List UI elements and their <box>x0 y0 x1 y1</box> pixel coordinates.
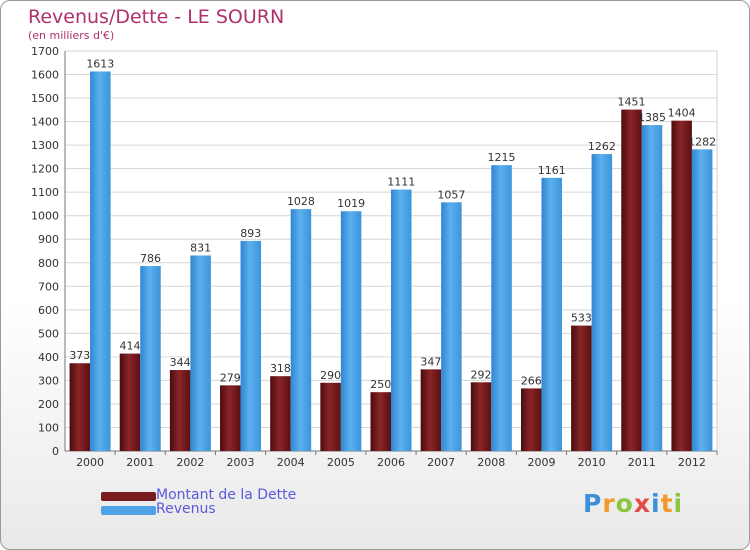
data-label-revenus: 1057 <box>437 188 465 201</box>
logo-letter: P <box>583 489 603 518</box>
data-label-revenus: 1161 <box>538 164 566 177</box>
bar-dette <box>169 370 191 451</box>
bar-revenus <box>541 177 562 451</box>
bar-dette <box>119 353 141 451</box>
y-tick-label: 1000 <box>31 210 59 223</box>
x-tick-label: 2006 <box>377 456 405 469</box>
data-label-dette: 266 <box>521 374 542 387</box>
chart-title: Revenus/Dette - LE SOURN <box>28 6 285 28</box>
x-tick-label: 2011 <box>628 456 656 469</box>
data-label-revenus: 786 <box>140 252 161 265</box>
legend-swatch-dette <box>101 492 156 501</box>
y-tick-label: 400 <box>38 351 59 364</box>
logo-letter: x <box>633 489 651 518</box>
data-label-revenus: 1111 <box>387 176 415 189</box>
bar-dette <box>420 369 442 451</box>
y-tick-label: 500 <box>38 327 59 340</box>
x-tick-label: 2005 <box>327 456 355 469</box>
x-tick-label: 2003 <box>227 456 255 469</box>
bar-revenus <box>391 189 412 451</box>
legend-swatch-revenus <box>101 506 156 515</box>
data-label-revenus: 1613 <box>86 57 114 70</box>
y-tick-label: 100 <box>38 421 59 434</box>
y-tick-label: 700 <box>38 280 59 293</box>
y-tick-label: 1600 <box>31 69 59 82</box>
data-label-revenus: 831 <box>190 241 211 254</box>
bar-dette <box>671 120 692 451</box>
y-tick-label: 1700 <box>31 45 59 58</box>
legend-label-revenus: Revenus <box>156 501 216 517</box>
x-tick-label: 2004 <box>277 456 305 469</box>
data-label-revenus: 1385 <box>638 111 666 124</box>
bar-dette <box>470 382 492 451</box>
legend-label-dette: Montant de la Dette <box>156 487 297 503</box>
data-label-dette: 279 <box>220 371 241 384</box>
data-label-dette: 344 <box>170 356 191 369</box>
bar-dette <box>270 376 291 451</box>
bar-revenus <box>190 255 211 451</box>
x-tick-label: 2007 <box>427 456 455 469</box>
bar-revenus <box>240 240 262 451</box>
data-label-dette: 250 <box>370 378 391 391</box>
data-label-revenus: 1028 <box>287 195 315 208</box>
data-label-revenus: 1262 <box>588 140 616 153</box>
y-tick-label: 900 <box>38 233 59 246</box>
bar-revenus <box>441 202 462 451</box>
data-label-dette: 373 <box>69 349 90 362</box>
bar-dette <box>520 388 542 451</box>
data-label-dette: 1404 <box>668 107 696 120</box>
bar-revenus <box>140 266 161 451</box>
x-tick-label: 2000 <box>76 456 104 469</box>
chart-subtitle: (en milliers d'€) <box>28 29 115 42</box>
bar-dette <box>621 109 642 452</box>
y-tick-label: 1500 <box>31 92 59 105</box>
x-tick-label: 2001 <box>126 456 154 469</box>
logo-letter: o <box>615 489 634 518</box>
y-tick-label: 1100 <box>31 186 59 199</box>
bar-revenus <box>491 165 512 451</box>
logo-letter: r <box>602 489 616 518</box>
y-tick-label: 0 <box>52 445 59 458</box>
data-label-dette: 290 <box>320 369 341 382</box>
logo-letter: t <box>660 489 674 518</box>
bar-revenus <box>90 71 111 452</box>
y-tick-label: 600 <box>38 304 59 317</box>
x-tick-label: 2009 <box>527 456 555 469</box>
bar-revenus <box>340 211 362 451</box>
y-tick-label: 800 <box>38 257 59 270</box>
y-tick-label: 1200 <box>31 163 59 176</box>
bar-dette <box>571 325 592 451</box>
data-label-revenus: 893 <box>240 227 261 240</box>
bar-dette <box>320 382 341 451</box>
y-tick-label: 300 <box>38 374 59 387</box>
x-tick-label: 2010 <box>578 456 606 469</box>
data-label-dette: 533 <box>571 312 592 325</box>
bar-revenus <box>591 154 613 451</box>
data-label-revenus: 1282 <box>688 135 716 148</box>
logo-letter: i <box>673 489 684 518</box>
y-tick-label: 200 <box>38 398 59 411</box>
bar-revenus <box>290 209 312 451</box>
data-label-dette: 1451 <box>618 96 646 109</box>
bar-dette <box>220 385 241 451</box>
data-label-revenus: 1019 <box>337 197 365 210</box>
x-tick-label: 2008 <box>477 456 505 469</box>
y-tick-label: 1400 <box>31 116 59 129</box>
data-label-dette: 414 <box>119 340 140 353</box>
data-label-dette: 347 <box>420 355 441 368</box>
data-label-dette: 292 <box>471 368 492 381</box>
bar-revenus <box>691 149 713 451</box>
data-label-revenus: 1215 <box>488 151 516 164</box>
bar-dette <box>69 363 91 451</box>
bar-dette <box>370 392 391 451</box>
data-label-dette: 318 <box>270 362 291 375</box>
proxiti-logo: Proxiti <box>583 489 683 518</box>
x-tick-label: 2002 <box>176 456 204 469</box>
x-tick-label: 2012 <box>678 456 706 469</box>
bar-revenus <box>641 125 663 451</box>
y-tick-label: 1300 <box>31 139 59 152</box>
logo-letter: i <box>651 489 661 518</box>
